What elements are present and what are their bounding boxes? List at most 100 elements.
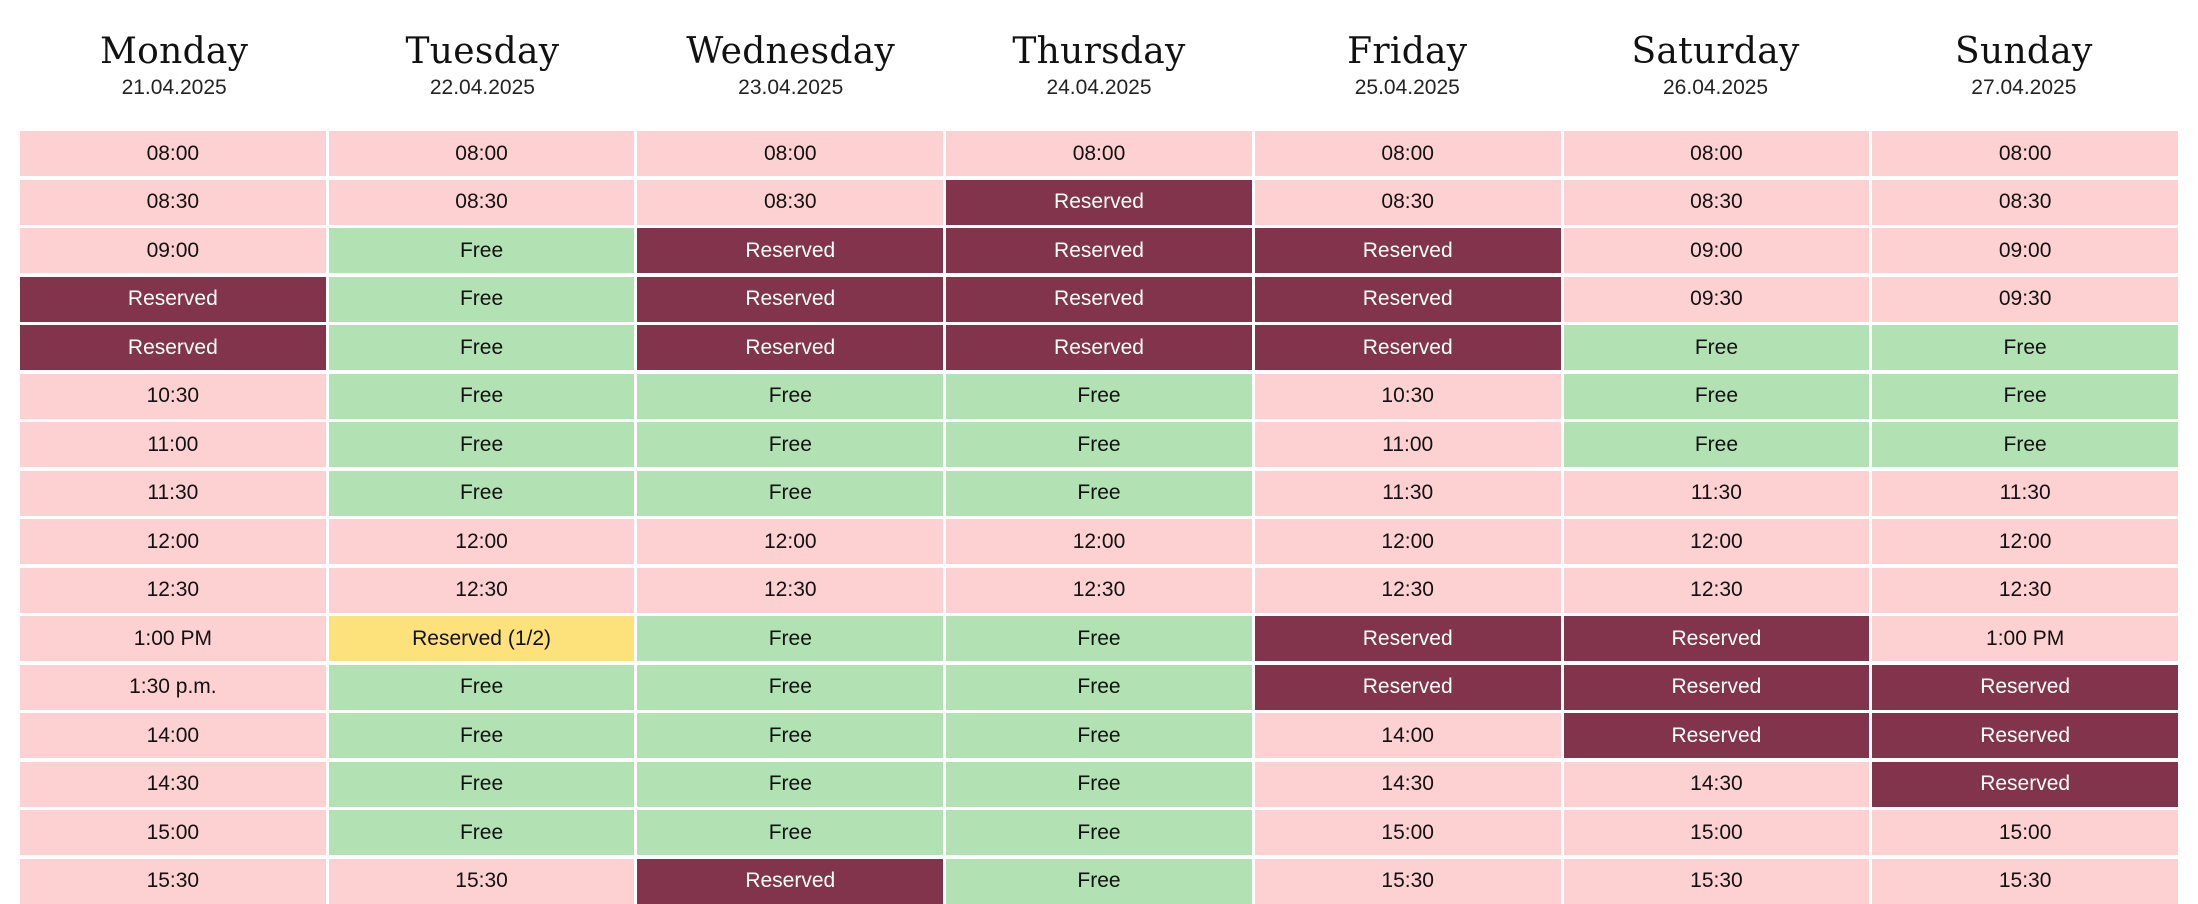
- time-slot-free[interactable]: Free: [328, 664, 635, 710]
- time-slot-free[interactable]: Free: [637, 664, 944, 710]
- time-slot-open[interactable]: 10:30: [20, 373, 326, 419]
- time-slot-open[interactable]: 1:30 p.m.: [20, 664, 326, 710]
- time-slot-open[interactable]: 08:00: [946, 131, 1252, 176]
- time-slot-reserved[interactable]: Reserved: [20, 325, 326, 370]
- time-slot-open[interactable]: 14:30: [20, 761, 326, 807]
- time-slot-reserved[interactable]: Reserved: [637, 228, 944, 273]
- time-slot-free[interactable]: Free: [1563, 325, 1870, 370]
- time-slot-free[interactable]: Free: [946, 761, 1252, 807]
- time-slot-open[interactable]: 14:00: [20, 713, 326, 758]
- time-slot-open[interactable]: 12:00: [328, 519, 635, 564]
- time-slot-reserved[interactable]: Reserved: [1872, 713, 2178, 758]
- time-slot-open[interactable]: 12:00: [1872, 519, 2178, 564]
- time-slot-open[interactable]: 12:30: [328, 567, 635, 613]
- time-slot-free[interactable]: Free: [328, 422, 635, 467]
- time-slot-open[interactable]: 1:00 PM: [20, 616, 326, 661]
- time-slot-reserved[interactable]: Reserved: [1563, 616, 1870, 661]
- time-slot-open[interactable]: 15:30: [1872, 858, 2178, 904]
- time-slot-free[interactable]: Free: [637, 373, 944, 419]
- time-slot-open[interactable]: 08:00: [1254, 131, 1561, 176]
- time-slot-free[interactable]: Free: [637, 713, 944, 758]
- time-slot-open[interactable]: 12:00: [20, 519, 326, 564]
- time-slot-reserved[interactable]: Reserved: [946, 228, 1252, 273]
- time-slot-open[interactable]: 15:30: [20, 858, 326, 904]
- time-slot-free[interactable]: Free: [946, 858, 1252, 904]
- time-slot-open[interactable]: 09:00: [1872, 228, 2178, 273]
- time-slot-open[interactable]: 14:00: [1254, 713, 1561, 758]
- time-slot-free[interactable]: Free: [946, 713, 1252, 758]
- time-slot-free[interactable]: Free: [328, 761, 635, 807]
- time-slot-open[interactable]: 15:00: [1872, 810, 2178, 855]
- time-slot-open[interactable]: 09:00: [1563, 228, 1870, 273]
- time-slot-partial[interactable]: Reserved (1/2): [328, 616, 635, 661]
- time-slot-open[interactable]: 15:30: [328, 858, 635, 904]
- time-slot-open[interactable]: 09:30: [1872, 276, 2178, 322]
- time-slot-reserved[interactable]: Reserved: [946, 325, 1252, 370]
- time-slot-free[interactable]: Free: [946, 664, 1252, 710]
- time-slot-reserved[interactable]: Reserved: [1872, 664, 2178, 710]
- time-slot-free[interactable]: Free: [328, 810, 635, 855]
- time-slot-open[interactable]: 08:30: [637, 179, 944, 225]
- time-slot-open[interactable]: 14:30: [1563, 761, 1870, 807]
- time-slot-open[interactable]: 15:00: [20, 810, 326, 855]
- time-slot-free[interactable]: Free: [1563, 422, 1870, 467]
- time-slot-reserved[interactable]: Reserved: [637, 858, 944, 904]
- time-slot-open[interactable]: 12:30: [1563, 567, 1870, 613]
- time-slot-open[interactable]: 12:00: [1563, 519, 1870, 564]
- time-slot-free[interactable]: Free: [637, 761, 944, 807]
- time-slot-reserved[interactable]: Reserved: [946, 179, 1252, 225]
- time-slot-free[interactable]: Free: [328, 228, 635, 273]
- time-slot-free[interactable]: Free: [1872, 325, 2178, 370]
- time-slot-open[interactable]: 15:30: [1254, 858, 1561, 904]
- time-slot-open[interactable]: 12:30: [637, 567, 944, 613]
- time-slot-open[interactable]: 08:30: [1872, 179, 2178, 225]
- time-slot-free[interactable]: Free: [946, 616, 1252, 661]
- time-slot-free[interactable]: Free: [637, 616, 944, 661]
- time-slot-open[interactable]: 08:30: [1563, 179, 1870, 225]
- time-slot-open[interactable]: 08:00: [637, 131, 944, 176]
- time-slot-reserved[interactable]: Reserved: [1563, 713, 1870, 758]
- time-slot-free[interactable]: Free: [328, 373, 635, 419]
- time-slot-open[interactable]: 11:00: [20, 422, 326, 467]
- time-slot-free[interactable]: Free: [637, 810, 944, 855]
- time-slot-open[interactable]: 11:30: [20, 470, 326, 516]
- time-slot-open[interactable]: 15:00: [1254, 810, 1561, 855]
- time-slot-open[interactable]: 08:30: [1254, 179, 1561, 225]
- time-slot-open[interactable]: 12:30: [946, 567, 1252, 613]
- time-slot-open[interactable]: 08:30: [328, 179, 635, 225]
- time-slot-open[interactable]: 08:00: [328, 131, 635, 176]
- time-slot-reserved[interactable]: Reserved: [1563, 664, 1870, 710]
- time-slot-open[interactable]: 10:30: [1254, 373, 1561, 419]
- time-slot-open[interactable]: 11:00: [1254, 422, 1561, 467]
- time-slot-open[interactable]: 12:30: [1254, 567, 1561, 613]
- time-slot-reserved[interactable]: Reserved: [20, 276, 326, 322]
- time-slot-free[interactable]: Free: [328, 470, 635, 516]
- time-slot-open[interactable]: 09:30: [1563, 276, 1870, 322]
- time-slot-free[interactable]: Free: [328, 325, 635, 370]
- time-slot-reserved[interactable]: Reserved: [1872, 761, 2178, 807]
- time-slot-reserved[interactable]: Reserved: [637, 276, 944, 322]
- time-slot-open[interactable]: 12:30: [1872, 567, 2178, 613]
- time-slot-reserved[interactable]: Reserved: [1254, 664, 1561, 710]
- time-slot-open[interactable]: 1:00 PM: [1872, 616, 2178, 661]
- time-slot-free[interactable]: Free: [1872, 422, 2178, 467]
- time-slot-free[interactable]: Free: [637, 422, 944, 467]
- time-slot-reserved[interactable]: Reserved: [1254, 616, 1561, 661]
- time-slot-free[interactable]: Free: [328, 713, 635, 758]
- time-slot-reserved[interactable]: Reserved: [1254, 325, 1561, 370]
- time-slot-free[interactable]: Free: [946, 422, 1252, 467]
- time-slot-free[interactable]: Free: [328, 276, 635, 322]
- time-slot-free[interactable]: Free: [1563, 373, 1870, 419]
- time-slot-open[interactable]: 08:00: [1872, 131, 2178, 176]
- time-slot-open[interactable]: 08:30: [20, 179, 326, 225]
- time-slot-free[interactable]: Free: [946, 373, 1252, 419]
- time-slot-free[interactable]: Free: [946, 810, 1252, 855]
- time-slot-free[interactable]: Free: [1872, 373, 2178, 419]
- time-slot-free[interactable]: Free: [637, 470, 944, 516]
- time-slot-open[interactable]: 14:30: [1254, 761, 1561, 807]
- time-slot-open[interactable]: 12:30: [20, 567, 326, 613]
- time-slot-open[interactable]: 08:00: [20, 131, 326, 176]
- time-slot-open[interactable]: 12:00: [1254, 519, 1561, 564]
- time-slot-open[interactable]: 11:30: [1872, 470, 2178, 516]
- time-slot-open[interactable]: 11:30: [1254, 470, 1561, 516]
